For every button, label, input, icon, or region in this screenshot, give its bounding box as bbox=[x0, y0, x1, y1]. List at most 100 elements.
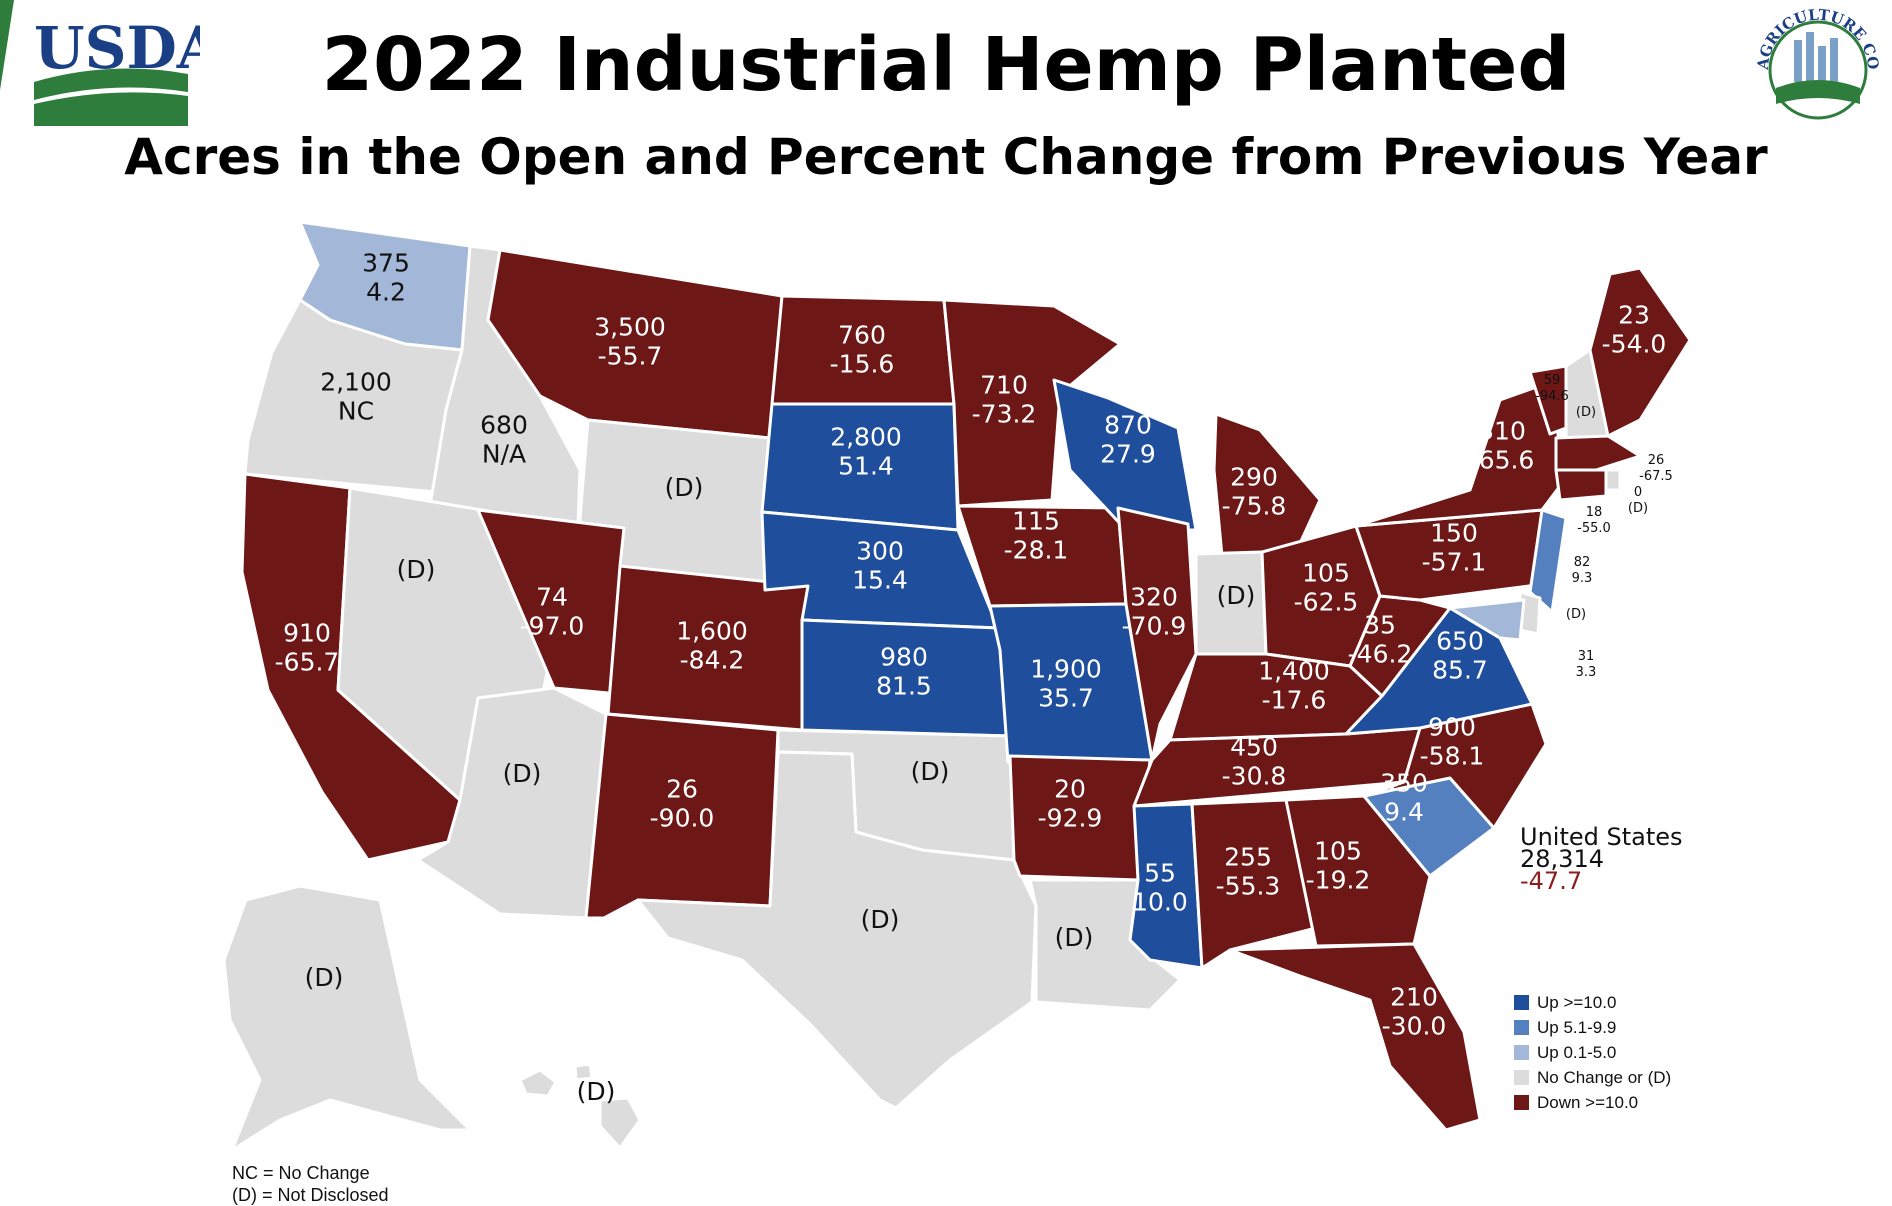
label-pa-acres: 150 bbox=[1430, 519, 1478, 548]
label-ri-acres: 0 bbox=[1634, 485, 1642, 500]
ag-logo-bar-3 bbox=[1818, 46, 1826, 82]
label-ne-acres: 300 bbox=[856, 537, 904, 566]
label-ky-change: -17.6 bbox=[1262, 686, 1327, 715]
legend-item-up-5: Up 5.1-9.9 bbox=[1514, 1015, 1671, 1040]
us-total-acres: 28,314 bbox=[1520, 845, 1604, 873]
legend-label: Down >=10.0 bbox=[1537, 1092, 1639, 1112]
label-oh-change: -62.5 bbox=[1294, 588, 1359, 617]
state-al bbox=[1190, 798, 1318, 970]
label-me-acres: 23 bbox=[1618, 301, 1650, 330]
us-total-change: -47.7 bbox=[1520, 867, 1583, 895]
page-title: 2022 Industrial Hemp Planted bbox=[321, 22, 1571, 108]
label-ks-acres: 980 bbox=[880, 643, 928, 672]
label-mi-change: -75.8 bbox=[1222, 492, 1287, 521]
label-id-acres: 680 bbox=[480, 411, 528, 440]
label-de-acres: (D) bbox=[1566, 607, 1586, 622]
label-ut-change: -97.0 bbox=[520, 612, 585, 641]
label-ms-change: 10.0 bbox=[1132, 888, 1188, 917]
label-sd-acres: 2,800 bbox=[830, 423, 902, 452]
label-al-change: -55.3 bbox=[1216, 872, 1281, 901]
state-wi bbox=[1052, 378, 1198, 532]
label-vt-change: -94.6 bbox=[1535, 389, 1569, 404]
label-md-acres: 31 bbox=[1578, 649, 1595, 664]
label-nc-change: -58.1 bbox=[1420, 742, 1485, 771]
label-in-acres: (D) bbox=[1217, 581, 1256, 610]
label-ma-change: -67.5 bbox=[1639, 469, 1673, 484]
legend: Up >=10.0 Up 5.1-9.9 Up 0.1-5.0 No Change o… bbox=[1514, 990, 1671, 1115]
footnote-nc: NC = No Change bbox=[232, 1163, 370, 1183]
label-wv-acres: 35 bbox=[1364, 611, 1396, 640]
legend-label: Up 5.1-9.9 bbox=[1537, 1017, 1617, 1037]
label-nc-acres: 900 bbox=[1428, 713, 1476, 742]
label-la-acres: (D) bbox=[1055, 923, 1094, 952]
label-ma-acres: 26 bbox=[1648, 453, 1665, 468]
label-ca-acres: 910 bbox=[283, 619, 331, 648]
label-ri-change: (D) bbox=[1628, 501, 1648, 516]
label-pa-change: -57.1 bbox=[1422, 548, 1487, 577]
label-ne-change: 15.4 bbox=[852, 566, 908, 595]
state-md bbox=[1448, 598, 1526, 642]
label-or-acres: 2,100 bbox=[320, 368, 392, 397]
label-mt-acres: 3,500 bbox=[594, 313, 666, 342]
label-me-change: -54.0 bbox=[1602, 330, 1667, 359]
legend-label: Up >=10.0 bbox=[1537, 992, 1617, 1012]
state-ri bbox=[1604, 468, 1622, 492]
label-nj-change: 9.3 bbox=[1572, 571, 1593, 586]
label-sc-acres: 350 bbox=[1380, 769, 1428, 798]
label-ny-acres: 310 bbox=[1478, 417, 1526, 446]
label-mo-change: 35.7 bbox=[1038, 684, 1094, 713]
label-hi-acres: (D) bbox=[577, 1077, 616, 1106]
label-ut-acres: 74 bbox=[536, 583, 568, 612]
label-mi-acres: 290 bbox=[1230, 463, 1278, 492]
page-subtitle: Acres in the Open and Percent Change fro… bbox=[124, 128, 1768, 186]
label-wv-change: -46.2 bbox=[1348, 640, 1413, 669]
label-tx-acres: (D) bbox=[861, 905, 900, 934]
legend-swatch bbox=[1514, 1045, 1529, 1060]
label-sd-change: 51.4 bbox=[838, 452, 894, 481]
legend-item-down-10: Down >=10.0 bbox=[1514, 1090, 1671, 1115]
label-va-change: 85.7 bbox=[1432, 656, 1488, 685]
label-sc-change: 9.4 bbox=[1384, 798, 1424, 827]
label-il-acres: 320 bbox=[1130, 583, 1178, 612]
label-vt-acres: 59 bbox=[1544, 373, 1561, 388]
state-il bbox=[1116, 506, 1198, 762]
label-nm-change: -90.0 bbox=[650, 804, 715, 833]
label-al-acres: 255 bbox=[1224, 843, 1272, 872]
label-ct-change: -55.0 bbox=[1577, 521, 1611, 536]
legend-swatch bbox=[1514, 1095, 1529, 1110]
label-wi-acres: 870 bbox=[1104, 411, 1152, 440]
agriculture-counts-logo: AGRICULTURE COUNTS bbox=[1748, 0, 1882, 120]
state-ak bbox=[222, 884, 472, 1152]
legend-swatch bbox=[1514, 1070, 1529, 1085]
ag-logo-bar-2 bbox=[1806, 32, 1814, 82]
legend-item-up-10: Up >=10.0 bbox=[1514, 990, 1671, 1015]
label-ar-acres: 20 bbox=[1054, 775, 1086, 804]
label-oh-acres: 105 bbox=[1302, 559, 1350, 588]
state-ct bbox=[1554, 468, 1608, 502]
label-ia-change: -28.1 bbox=[1004, 536, 1069, 565]
label-or-change: NC bbox=[338, 397, 374, 426]
state-ma bbox=[1554, 434, 1642, 472]
label-id-change: N/A bbox=[482, 440, 526, 469]
label-va-acres: 650 bbox=[1436, 627, 1484, 656]
label-fl-change: -30.0 bbox=[1382, 1012, 1447, 1041]
label-ny-change: -65.6 bbox=[1470, 446, 1535, 475]
usda-logo-field-2 bbox=[34, 92, 188, 126]
label-az-acres: (D) bbox=[503, 759, 542, 788]
label-ar-change: -92.9 bbox=[1038, 804, 1103, 833]
label-ga-change: -19.2 bbox=[1306, 866, 1371, 895]
state-shapes bbox=[222, 220, 1692, 1152]
label-ga-acres: 105 bbox=[1314, 837, 1362, 866]
label-co-acres: 1,600 bbox=[676, 617, 748, 646]
ag-logo-bar-1 bbox=[1794, 40, 1802, 82]
legend-swatch bbox=[1514, 1020, 1529, 1035]
legend-label: Up 0.1-5.0 bbox=[1537, 1042, 1617, 1062]
label-ok-acres: (D) bbox=[911, 757, 950, 786]
usda-logo-field-1 bbox=[34, 68, 188, 100]
label-wa-change: 4.2 bbox=[366, 278, 406, 307]
state-wv bbox=[1348, 594, 1452, 698]
label-fl-acres: 210 bbox=[1390, 983, 1438, 1012]
footnote: NC = No Change (D) = Not Disclosed bbox=[232, 1162, 389, 1206]
label-tn-acres: 450 bbox=[1230, 733, 1278, 762]
